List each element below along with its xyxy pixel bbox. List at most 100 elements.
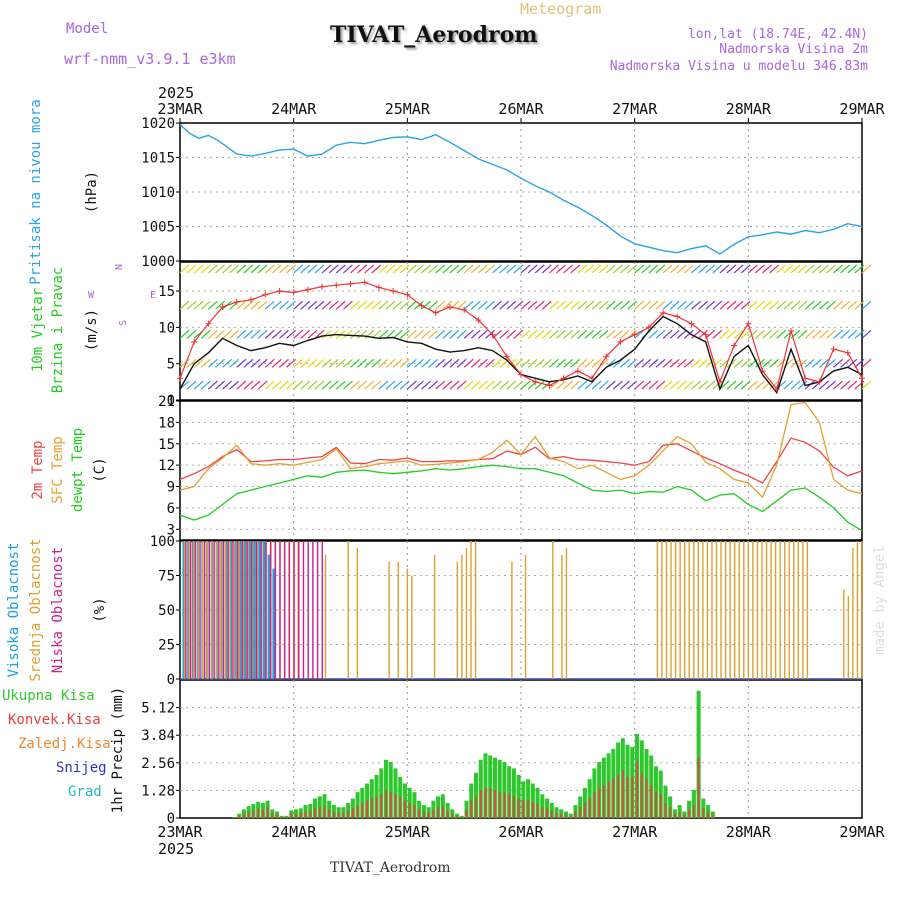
precip-total-bar xyxy=(488,755,493,818)
dewpoint-axis-title: dewpt Temp xyxy=(70,428,86,512)
x-tick-label-bottom: 23MAR xyxy=(157,823,203,841)
wind-barb xyxy=(477,300,488,310)
wind-barb xyxy=(833,329,843,339)
x-tick-label-top: 24MAR xyxy=(271,100,317,118)
wind-barb xyxy=(300,300,311,310)
wind-barb xyxy=(840,358,851,368)
wind-barb xyxy=(683,380,694,390)
wind-barb xyxy=(193,300,204,310)
wind-barb xyxy=(257,264,268,274)
precip-total-bar xyxy=(691,789,696,818)
y-tick-label: 1010 xyxy=(141,185,175,201)
wind-barb xyxy=(229,264,240,274)
wind-barb xyxy=(300,380,311,390)
wind-barb xyxy=(271,358,282,368)
wind-barb xyxy=(342,380,353,390)
wind-barb xyxy=(634,300,645,310)
wind-barb xyxy=(556,380,566,390)
wind-gust-marker xyxy=(546,382,553,389)
precip-convective-bar xyxy=(261,809,264,818)
wind-gust-marker xyxy=(731,342,738,349)
x-tick-label-top: 26MAR xyxy=(498,100,544,118)
wind-barb xyxy=(421,300,431,310)
wind-gust-marker xyxy=(375,284,382,291)
wind-barb xyxy=(804,264,815,274)
precip-convective-bar xyxy=(399,796,402,818)
wind-barb xyxy=(357,329,368,339)
wind-barb xyxy=(399,300,410,310)
wind-barb xyxy=(506,264,517,274)
wind-barb xyxy=(314,300,325,310)
wind-barb xyxy=(719,380,730,390)
wind-barb xyxy=(840,300,851,310)
wind-barb xyxy=(733,329,744,339)
wind-barb xyxy=(826,264,836,274)
y-tick-label: 1020 xyxy=(141,116,175,132)
precip-convective-bar xyxy=(351,808,354,818)
y-tick-label: 18 xyxy=(158,415,175,431)
wind-barb xyxy=(506,358,517,368)
wind-barb xyxy=(520,329,531,339)
wind-barb xyxy=(371,380,382,390)
wind-barb xyxy=(222,264,233,274)
wind-barb xyxy=(435,329,446,339)
wind-barb xyxy=(634,264,645,274)
wind-gust-marker xyxy=(518,371,524,378)
wind-barb xyxy=(719,300,730,310)
wind-barb xyxy=(300,264,311,274)
wind-barb xyxy=(591,380,602,390)
wind-barb xyxy=(598,329,609,339)
wind-barb xyxy=(492,380,502,390)
precip-convective-bar xyxy=(650,785,653,818)
wind-gust-marker xyxy=(859,375,865,382)
wind-barb xyxy=(797,358,808,368)
wind-barb xyxy=(307,329,318,339)
wind-barb xyxy=(620,329,630,339)
y-tick-label: 25 xyxy=(158,638,175,654)
wind-barb xyxy=(676,358,687,368)
wind-barb xyxy=(783,380,794,390)
precip-convective-bar xyxy=(238,815,241,818)
precip-total-bar xyxy=(379,768,384,818)
wind-gust-marker xyxy=(233,298,240,305)
wind-barb xyxy=(826,358,836,368)
wind-barb xyxy=(826,300,836,310)
wind-barb xyxy=(520,264,531,274)
wind-barb xyxy=(463,358,474,368)
precip-convective-bar xyxy=(375,796,378,818)
precip-convective-bar xyxy=(460,816,463,818)
wind-barb xyxy=(279,264,289,274)
wind-barb xyxy=(499,300,510,310)
precip-convective-bar xyxy=(707,811,710,818)
wind-barb xyxy=(811,264,822,274)
precip-total-bar xyxy=(696,690,701,818)
wind-barb xyxy=(435,264,446,274)
wind-barb xyxy=(534,300,545,310)
precip-convective-bar xyxy=(697,757,700,818)
wind-barb xyxy=(577,380,588,390)
wind-barb xyxy=(385,264,396,274)
wind-barb xyxy=(378,300,389,310)
wind-barb xyxy=(683,264,694,274)
wind-gust-marker xyxy=(446,304,453,311)
wind-barb xyxy=(208,264,218,274)
wind-barb xyxy=(414,264,424,274)
wind-barb xyxy=(200,264,211,274)
wind-barb xyxy=(549,358,559,368)
wind-barb xyxy=(421,264,431,274)
panel-frame xyxy=(179,400,863,541)
wind-barb xyxy=(271,380,282,390)
wind-barb xyxy=(342,264,353,274)
precip-total-bar xyxy=(384,759,389,818)
wind-barb xyxy=(321,300,332,310)
wind-barb xyxy=(818,380,829,390)
wind-barb xyxy=(385,329,396,339)
precip-total-bar xyxy=(526,779,531,818)
wind-barb xyxy=(563,300,574,310)
wind-barb xyxy=(279,300,289,310)
wind-axis-title: 10m Vjetar xyxy=(30,288,46,372)
wind-barb xyxy=(577,329,588,339)
wind-barb xyxy=(563,380,574,390)
wind-barb xyxy=(556,329,566,339)
